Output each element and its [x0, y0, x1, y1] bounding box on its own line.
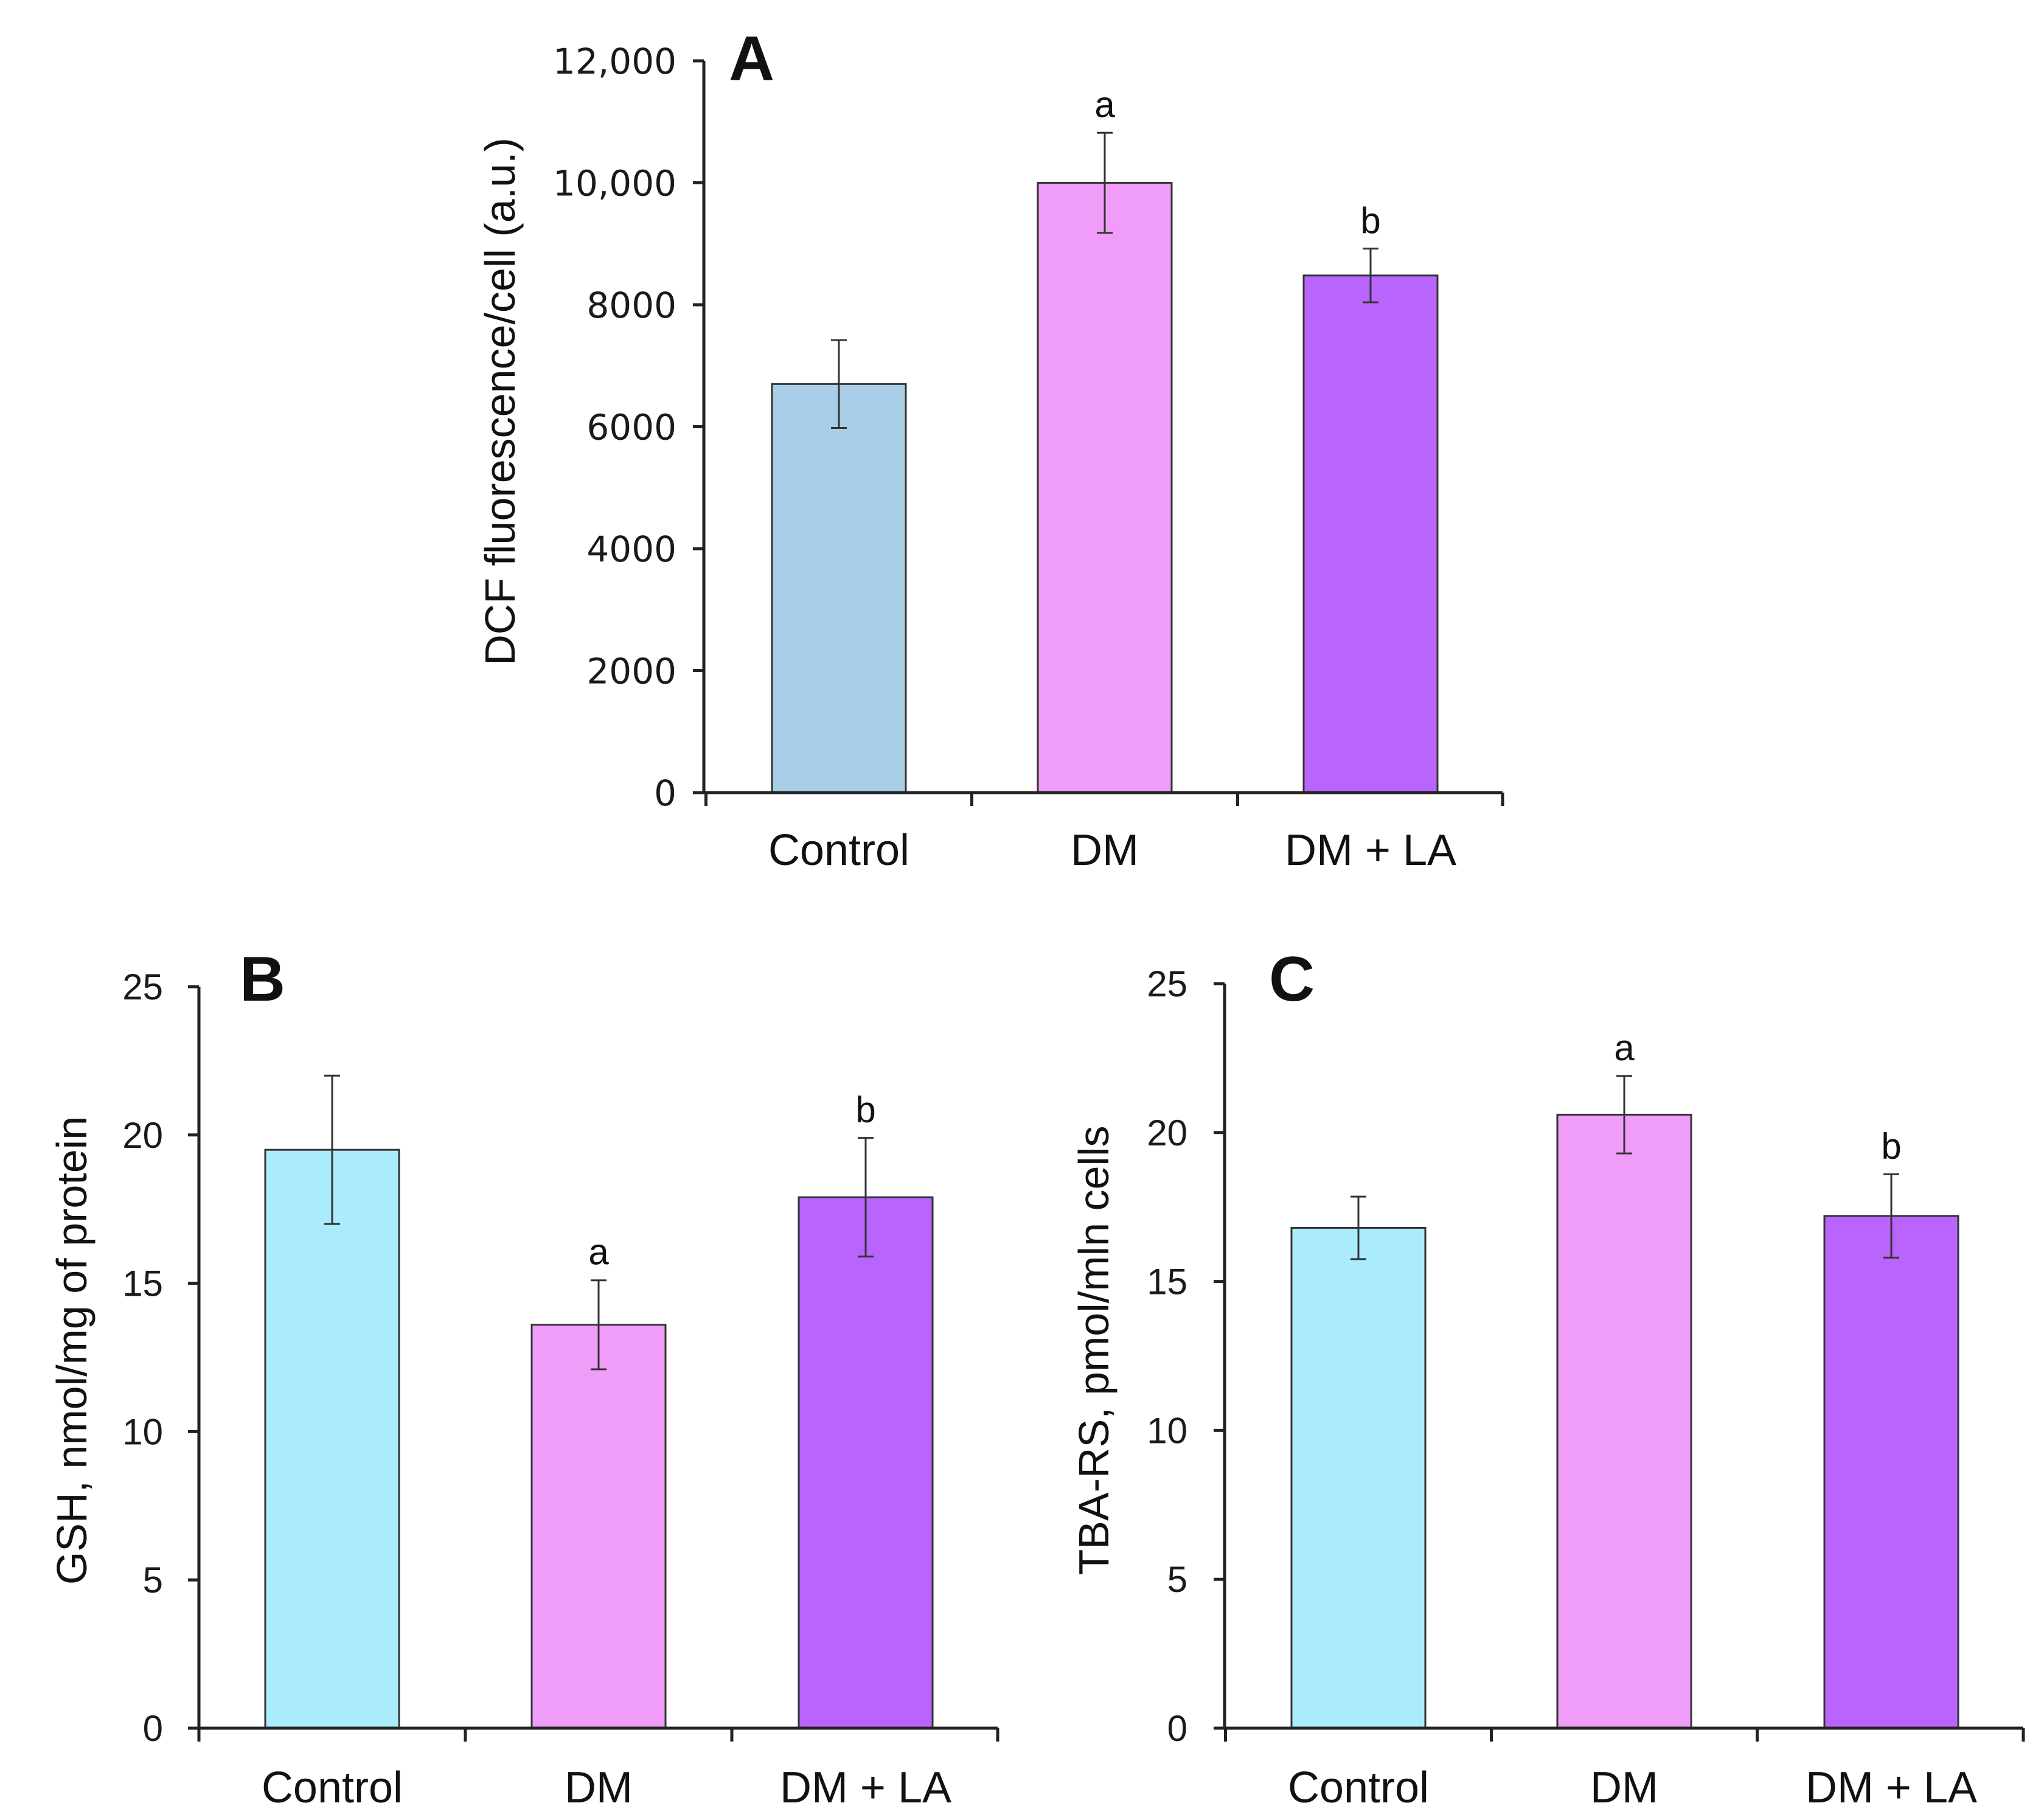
y-tick-label: 20 — [1147, 1113, 1187, 1153]
error-bars-b — [324, 1074, 874, 1371]
significance-label: b — [1360, 200, 1380, 241]
y-tick-label: 20 — [122, 1115, 163, 1156]
bar-c-1 — [1290, 1226, 1427, 1729]
panel-letter-c: C — [1269, 944, 1315, 1015]
panel-letter-a: A — [729, 24, 774, 94]
significance-label: a — [1614, 1027, 1635, 1068]
bar-b-3 — [798, 1196, 934, 1729]
bar-a-3 — [1302, 274, 1439, 794]
x-category-label: DM — [1071, 826, 1139, 875]
x-ticks-a: Control DM DM + LA — [704, 793, 1504, 875]
significance-label: b — [855, 1089, 875, 1130]
y-tick-label: 25 — [1147, 964, 1187, 1004]
chart-panel-b: B GSH, nmol/mg of protein ab 0510152025 … — [48, 944, 999, 1812]
x-category-label: DM — [1590, 1763, 1658, 1812]
x-category-label: DM + LA — [1806, 1763, 1977, 1812]
chart-panel-a: A DCF fluorescence/cell (a.u.) ab 020004… — [476, 24, 1504, 875]
y-ticks-a: 0 2000 4000 6000 8000 10,000 12,000 — [553, 41, 704, 814]
x-category-label: Control — [1288, 1763, 1429, 1812]
y-tick-label: 15 — [122, 1263, 163, 1304]
bar-a-2 — [1037, 182, 1173, 794]
panel-letter-b: B — [240, 944, 285, 1015]
y-tick-label: 10,000 — [553, 163, 676, 204]
y-tick-label: 8000 — [586, 285, 676, 326]
y-tick-label: 5 — [143, 1560, 163, 1600]
y-axis-title-c: TBA-RS, pmol/mln cells — [1070, 1125, 1118, 1575]
bar-a-1 — [771, 383, 907, 794]
y-tick-label: 0 — [1167, 1708, 1187, 1749]
y-tick-label: 12,000 — [553, 41, 676, 82]
significance-labels-b: ab — [588, 1089, 875, 1273]
x-category-label: DM — [565, 1763, 633, 1812]
significance-label: a — [1094, 84, 1115, 125]
significance-labels-c: ab — [1614, 1027, 1901, 1167]
y-tick-label: 25 — [122, 967, 163, 1007]
significance-labels-a: ab — [1094, 84, 1380, 240]
bar-c-2 — [1556, 1113, 1692, 1729]
y-tick-label: 15 — [1147, 1262, 1187, 1302]
x-category-label: DM + LA — [780, 1763, 951, 1812]
bar-b-2 — [530, 1324, 667, 1729]
y-ticks-c: 0 5 10 15 20 25 — [1147, 964, 1225, 1749]
y-ticks-b: 0 5 10 15 20 25 — [122, 967, 199, 1749]
error-bars-a — [831, 131, 1378, 429]
bar-c-3 — [1823, 1215, 1959, 1729]
y-tick-label: 4000 — [586, 529, 676, 570]
bar-b-1 — [264, 1148, 400, 1729]
y-tick-label: 2000 — [586, 651, 676, 692]
x-category-label: Control — [768, 826, 909, 875]
x-category-label: DM + LA — [1285, 826, 1456, 875]
x-category-label: Control — [262, 1763, 403, 1812]
y-tick-label: 5 — [1167, 1559, 1187, 1600]
y-axis-title-b: GSH, nmol/mg of protein — [48, 1116, 96, 1585]
y-tick-label: 6000 — [586, 407, 676, 448]
error-bars-c — [1350, 1075, 1899, 1260]
y-tick-label: 10 — [122, 1411, 163, 1452]
significance-label: b — [1881, 1125, 1901, 1166]
x-ticks-b: Control DM DM + LA — [197, 1728, 999, 1812]
significance-label: a — [588, 1232, 609, 1273]
bars-b — [264, 1148, 934, 1729]
bars-a — [771, 182, 1439, 794]
bars-c — [1290, 1113, 1959, 1729]
y-axis-title-a: DCF fluorescence/cell (a.u.) — [476, 137, 524, 665]
y-tick-label: 0 — [143, 1708, 163, 1749]
y-tick-label: 0 — [654, 773, 676, 814]
x-ticks-c: Control DM DM + LA — [1224, 1728, 2025, 1812]
y-tick-label: 10 — [1147, 1410, 1187, 1451]
